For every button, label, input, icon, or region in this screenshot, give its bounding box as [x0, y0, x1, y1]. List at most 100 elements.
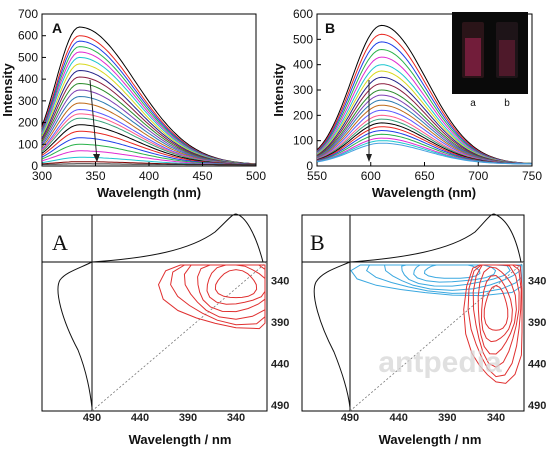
series-line — [41, 69, 257, 165]
contour-y-tick-label: 340 — [528, 276, 546, 288]
contour-line — [197, 264, 266, 313]
contour-x-tick-label: 440 — [389, 412, 407, 424]
contour-line — [157, 264, 266, 330]
y-label-b: Intensity — [271, 63, 286, 117]
x-tick-label: 700 — [468, 169, 488, 183]
contour-y-tick-label: 390 — [271, 317, 289, 329]
vial-label-b: b — [504, 98, 510, 109]
contour-line — [383, 264, 522, 291]
contour-letter-b: B — [310, 230, 325, 255]
vial-a-liquid — [465, 38, 481, 76]
x-label-b: Wavelength (nm) — [372, 185, 476, 200]
y-tick-label: 600 — [293, 7, 313, 21]
contour-line — [472, 264, 520, 368]
x-tick-label: 650 — [414, 169, 434, 183]
contour-x-tick-label: 440 — [131, 412, 149, 424]
x-tick-label: 550 — [307, 169, 327, 183]
contour-line — [463, 264, 523, 384]
contour-y-tick-label: 340 — [271, 276, 289, 288]
contour-y-tick-label: 440 — [528, 359, 546, 371]
y-tick-label: 300 — [18, 94, 38, 108]
y-tick-label: 500 — [293, 32, 313, 46]
emission-spectrum-top-b — [349, 213, 522, 263]
x-tick-label: 300 — [32, 169, 52, 183]
y-ticks-a: 0 100 200 300 400 500 600 700 — [18, 7, 46, 173]
contour-line — [483, 284, 509, 331]
vial-b-liquid — [499, 40, 515, 76]
contour-line — [365, 264, 523, 294]
contour-x-tick-label: 490 — [83, 412, 101, 424]
contour-line — [350, 264, 523, 297]
excitation-spectrum-left-a — [57, 261, 93, 409]
contour-line — [480, 274, 513, 343]
contour-y-tick-label: 490 — [528, 400, 546, 412]
contour-x-label-a: Wavelength / nm — [129, 432, 232, 447]
x-ticks-a: 300 350 400 450 500 — [32, 162, 266, 183]
watermark: antpedia — [378, 346, 502, 379]
y-tick-label: 0 — [31, 159, 38, 173]
vial-label-a: a — [470, 98, 476, 109]
contour-line — [477, 266, 517, 355]
x-tick-label: 500 — [246, 169, 266, 183]
panel-letter-b: B — [325, 20, 335, 36]
y-tick-label: 200 — [293, 108, 313, 122]
contours-a — [157, 264, 266, 330]
x-label-a: Wavelength (nm) — [97, 185, 201, 200]
y-tick-label: 0 — [306, 159, 313, 173]
contour-chart-b: 340 390 440 490 490 440 390 340 B Wavelength /… — [301, 213, 546, 447]
contour-x-tick-label: 340 — [227, 412, 245, 424]
y-tick-label: 100 — [18, 137, 38, 151]
y-tick-label: 200 — [18, 116, 38, 130]
chart-b: 0 100 200 300 400 500 600 550 600 650 700 750 B Wa… — [271, 7, 542, 200]
y-tick-label: 400 — [293, 58, 313, 72]
series-line — [316, 142, 532, 165]
x-tick-label: 750 — [522, 169, 542, 183]
contour-frame-a — [41, 214, 268, 412]
arrow-head-a — [93, 154, 100, 162]
x-ticks-contour-b: 490 440 390 340 — [341, 412, 505, 424]
diagonal-b — [349, 261, 525, 412]
y-tick-label: 100 — [293, 134, 313, 148]
x-tick-label: 600 — [361, 169, 381, 183]
contour-letter-a: A — [52, 230, 68, 255]
arrow-a — [89, 79, 98, 161]
contour-chart-a: 340 390 440 490 490 440 390 340 A Wavelength /… — [41, 213, 289, 447]
x-tick-label: 450 — [192, 169, 212, 183]
contours-b — [350, 264, 523, 384]
y-tick-label: 300 — [293, 83, 313, 97]
x-ticks-b: 550 600 650 700 750 — [307, 162, 542, 183]
y-ticks-contour-b: 340 390 440 490 — [528, 276, 546, 412]
y-tick-label: 600 — [18, 29, 38, 43]
y-tick-label: 400 — [18, 72, 38, 86]
diagonal-a — [91, 261, 268, 412]
x-tick-label: 400 — [139, 169, 159, 183]
panel-letter-a: A — [52, 20, 62, 36]
inset-label-strip — [452, 94, 528, 110]
contour-x-tick-label: 490 — [341, 412, 359, 424]
contour-line — [214, 269, 258, 299]
y-tick-label: 500 — [18, 50, 38, 64]
y-tick-label: 700 — [18, 7, 38, 21]
x-ticks-contour-a: 490 440 390 340 — [83, 412, 245, 424]
contour-y-tick-label: 440 — [271, 359, 289, 371]
contour-line — [206, 264, 266, 305]
x-tick-label: 350 — [85, 169, 105, 183]
contour-y-tick-label: 390 — [528, 317, 546, 329]
contour-x-tick-label: 390 — [179, 412, 197, 424]
y-ticks-contour-a: 340 390 440 490 — [271, 276, 289, 412]
arrow-head-b — [366, 154, 372, 162]
series-group-b — [316, 24, 533, 165]
excitation-spectrum-left-b — [313, 261, 351, 409]
series-group-a — [41, 26, 257, 166]
inset-photo: a b — [452, 12, 528, 110]
emission-spectrum-top-a — [91, 213, 264, 263]
contour-frame-b — [301, 214, 525, 412]
y-ticks-b: 0 100 200 300 400 500 600 — [293, 7, 321, 173]
contour-x-label-b: Wavelength / nm — [379, 432, 482, 447]
y-label-a: Intensity — [0, 63, 15, 117]
contour-x-tick-label: 340 — [487, 412, 505, 424]
contour-y-tick-label: 490 — [271, 400, 289, 412]
contour-x-tick-label: 390 — [438, 412, 456, 424]
chart-a: 0 100 200 300 400 500 600 700 300 350 400 450 500 A… — [0, 7, 266, 200]
